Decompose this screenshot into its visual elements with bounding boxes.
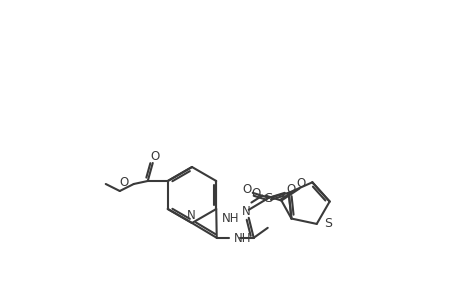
- Text: O: O: [285, 183, 295, 196]
- Text: O: O: [150, 151, 159, 164]
- Text: S: S: [323, 218, 331, 230]
- Text: S: S: [264, 192, 272, 205]
- Text: O: O: [241, 183, 251, 196]
- Text: NH: NH: [233, 232, 251, 245]
- Text: O: O: [251, 187, 260, 200]
- Text: N: N: [242, 205, 251, 218]
- Text: N: N: [186, 209, 195, 223]
- Text: O: O: [119, 176, 129, 190]
- Text: NH: NH: [222, 212, 239, 226]
- Text: O: O: [296, 177, 305, 190]
